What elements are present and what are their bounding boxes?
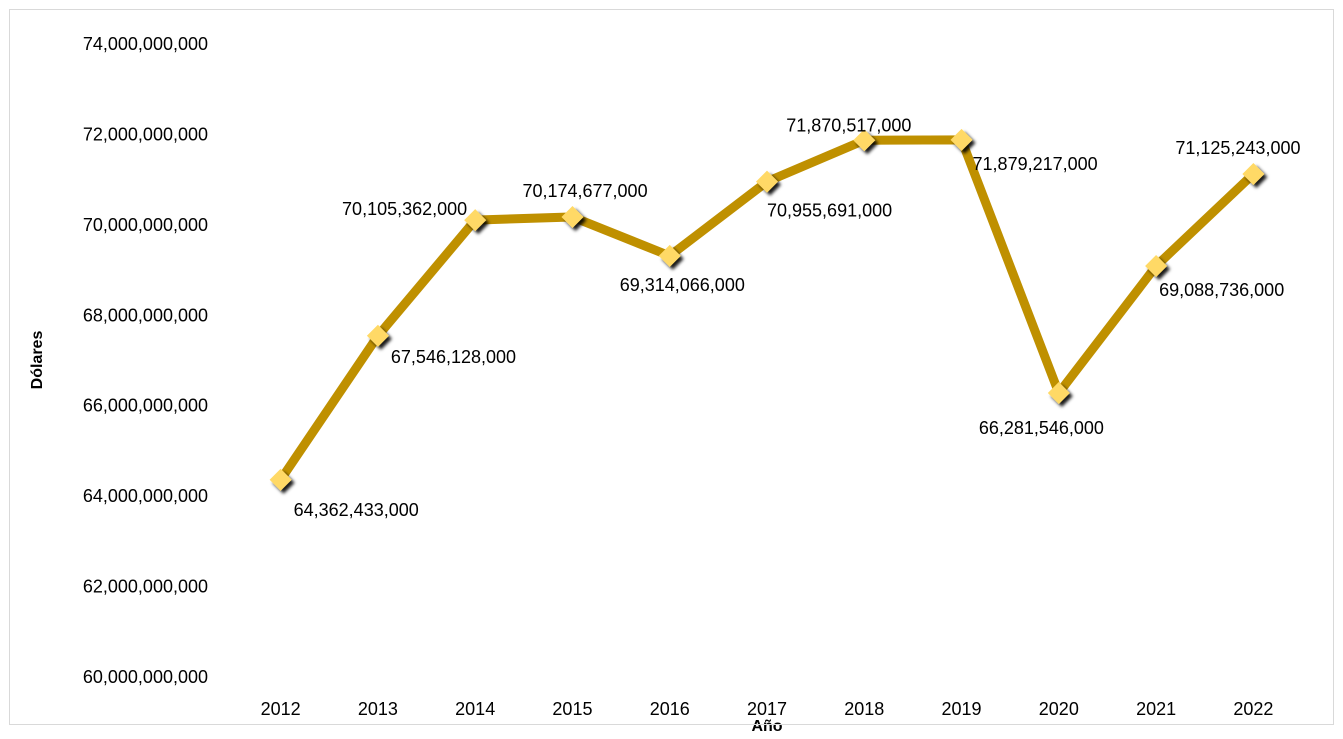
y-tick-label: 62,000,000,000 (83, 577, 208, 597)
data-point (1145, 255, 1168, 278)
data-point (464, 209, 487, 232)
x-tick-label: 2021 (1136, 699, 1176, 719)
data-point (658, 244, 681, 267)
x-tick-label: 2015 (552, 699, 592, 719)
x-tick-label: 2016 (650, 699, 690, 719)
x-tick-label: 2019 (942, 699, 982, 719)
x-axis-title: Año (751, 718, 782, 734)
chart-frame (9, 9, 1334, 725)
data-labels: 64,362,433,000 67,546,128,000 70,105,362,0… (294, 115, 1301, 519)
data-point (1242, 162, 1265, 185)
data-point (561, 205, 584, 228)
x-tick-label: 2018 (844, 699, 884, 719)
data-label: 67,546,128,000 (391, 347, 516, 367)
data-label: 71,125,243,000 (1175, 138, 1300, 158)
data-point (853, 129, 876, 152)
x-tick-label: 2022 (1233, 699, 1273, 719)
data-point (366, 324, 389, 347)
data-label: 71,879,217,000 (973, 154, 1098, 174)
data-label: 71,870,517,000 (786, 115, 911, 135)
x-tick-label: 2013 (358, 699, 398, 719)
y-tick-label: 72,000,000,000 (83, 124, 208, 144)
data-label: 64,362,433,000 (294, 500, 419, 520)
y-tick-label: 68,000,000,000 (83, 305, 208, 325)
data-point (269, 468, 292, 491)
data-point (756, 170, 778, 193)
x-tick-label: 2020 (1039, 699, 1079, 719)
data-label: 70,105,362,000 (342, 199, 467, 219)
x-tick-label: 2012 (261, 699, 301, 719)
data-label: 69,314,066,000 (620, 275, 745, 295)
series-markers (269, 128, 1265, 491)
data-label: 66,281,546,000 (979, 418, 1104, 438)
y-tick-label: 64,000,000,000 (83, 486, 208, 506)
x-tick-label: 2017 (747, 699, 787, 719)
y-tick-label: 66,000,000,000 (83, 396, 208, 416)
y-axis: 60,000,000,000 62,000,000,000 64,000,000,0… (83, 34, 208, 687)
y-tick-label: 70,000,000,000 (83, 215, 208, 235)
data-label: 69,088,736,000 (1159, 280, 1284, 300)
data-label: 70,174,677,000 (522, 181, 647, 201)
y-axis-title: Dólares (29, 331, 46, 390)
x-axis: 2012 2013 2014 2015 2016 2017 2018 2019 2020 2021… (261, 699, 1274, 719)
y-tick-label: 74,000,000,000 (83, 34, 208, 54)
y-tick-label: 60,000,000,000 (83, 667, 208, 687)
data-point (1047, 381, 1070, 404)
data-label: 70,955,691,000 (767, 201, 892, 221)
data-point (950, 128, 973, 151)
x-tick-label: 2014 (455, 699, 495, 719)
